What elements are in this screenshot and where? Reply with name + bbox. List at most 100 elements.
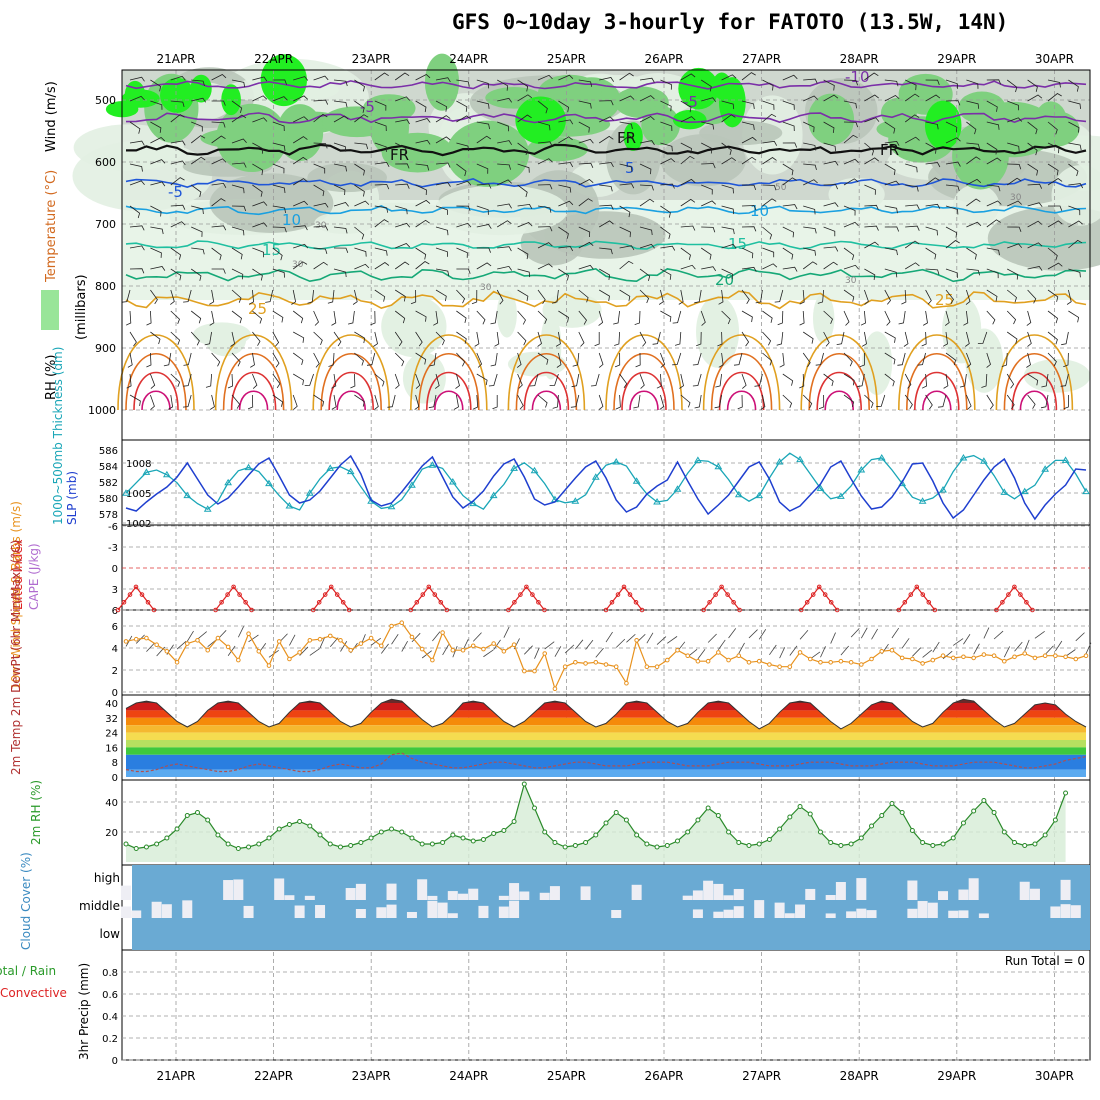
wind-barb <box>1006 177 1022 186</box>
wind-barb <box>762 247 775 258</box>
wind-barb <box>830 632 836 644</box>
rh-blob-bright <box>623 122 643 151</box>
wind-barb <box>762 352 773 366</box>
cloud-bar-mid <box>498 906 509 918</box>
wind-barb <box>428 394 437 409</box>
wind-barb <box>966 268 980 276</box>
wind-barb <box>558 136 573 144</box>
wind-barb <box>190 268 202 281</box>
rh-point <box>389 826 395 832</box>
wind-barb <box>490 310 498 325</box>
rh-contour-label: 30 <box>292 260 304 270</box>
li-point <box>512 600 517 605</box>
temp-tick: 0 <box>112 773 118 784</box>
rh-blob <box>72 140 213 212</box>
wind-barb <box>741 226 757 232</box>
wind-barb <box>211 135 226 144</box>
wind-speed-point <box>930 657 936 663</box>
wind-barb <box>183 373 192 387</box>
rh-point <box>174 826 180 832</box>
wind-barb <box>494 331 500 347</box>
thickness-marker <box>122 489 130 496</box>
wind-barb <box>777 310 784 326</box>
wind-barb <box>945 161 961 167</box>
rh-point <box>695 817 701 823</box>
thickness-marker <box>346 467 355 475</box>
wind-barb <box>211 100 226 106</box>
wind-barb <box>313 184 325 197</box>
wind-barb <box>904 262 920 270</box>
wind-barb <box>537 141 553 147</box>
wind-speed-point <box>430 657 435 663</box>
wind-barb <box>476 373 488 386</box>
wind-barb <box>517 79 529 92</box>
wind-barb <box>986 184 1001 192</box>
thickness-marker <box>1000 488 1009 495</box>
wind-barb <box>986 310 996 325</box>
wind-speed-point <box>1022 651 1028 656</box>
li-point <box>798 607 804 613</box>
wind-barb <box>823 94 839 102</box>
wind-barb <box>944 310 950 326</box>
rh-point <box>123 841 129 847</box>
wind-barb <box>333 247 349 253</box>
wind-barb <box>558 246 574 252</box>
wind-barb <box>660 205 671 218</box>
wind-barb <box>129 225 145 231</box>
wind-barb <box>660 121 673 132</box>
cloud-legend: Cloud Cover (%) <box>19 852 33 950</box>
li-point <box>1030 607 1035 613</box>
wind-barb <box>633 394 641 409</box>
wind-barb <box>925 289 932 305</box>
temp-band <box>126 725 1086 733</box>
dewpoint-line <box>125 752 1087 773</box>
wind-barb <box>476 352 483 368</box>
wind-barb <box>945 121 958 133</box>
wind-barb <box>381 643 389 654</box>
rh-blob-low <box>942 295 982 364</box>
wind-tick: 6 <box>112 622 118 633</box>
cloud-bar-mid <box>406 911 417 918</box>
wind-barb <box>435 181 451 187</box>
rh-point <box>838 843 844 848</box>
wind-barb <box>537 158 553 165</box>
isotherm-arch <box>531 390 562 411</box>
wind-barb <box>701 97 717 102</box>
wind-speed-point <box>573 660 578 665</box>
wind-barb <box>803 163 817 171</box>
thickness-tick: 586 <box>99 446 118 457</box>
wind-barb <box>183 352 192 366</box>
wind-barb <box>331 373 337 389</box>
wind-barb <box>782 204 798 210</box>
wind-barb <box>605 631 613 643</box>
wind-speed-point <box>644 664 650 670</box>
rh-point <box>501 828 507 833</box>
wind-barb <box>209 310 215 326</box>
upper-legend-label: RH (%) <box>44 355 59 400</box>
wind-barb <box>843 289 855 302</box>
thickness-tick: 580 <box>99 494 118 505</box>
li-point <box>121 600 127 605</box>
wind-speed-point <box>297 650 302 655</box>
wind-speed-point <box>879 649 885 654</box>
rh-blob-green <box>958 91 1006 124</box>
rh-tick: 40 <box>105 798 118 809</box>
li-point <box>127 592 133 597</box>
wind-barb <box>843 373 855 386</box>
wind-speed-point <box>603 662 609 667</box>
wind-barb <box>843 178 859 186</box>
wind-barb <box>476 79 490 89</box>
thickness-marker <box>591 473 600 480</box>
thickness-marker <box>326 464 335 471</box>
wind-barb <box>327 289 335 304</box>
wind-barb <box>843 352 853 367</box>
wind-barb <box>307 289 314 304</box>
isotherm-label: 25 <box>248 300 267 318</box>
wind-barb <box>823 202 839 207</box>
wind-barb <box>434 373 440 389</box>
li-tick: -6 <box>108 522 118 533</box>
wind-barb <box>660 352 666 368</box>
li-point <box>310 607 316 613</box>
wind-barb <box>966 79 979 89</box>
wind-barb <box>333 115 349 123</box>
